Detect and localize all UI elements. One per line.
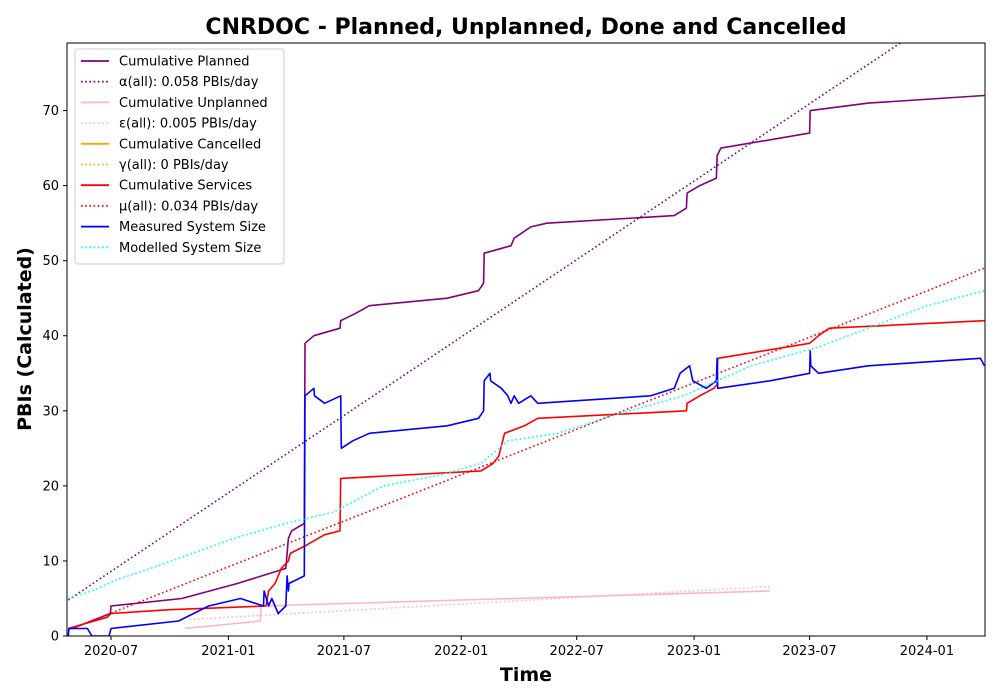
legend-item-measured-system-size: Measured System Size [81, 220, 266, 235]
x-tick-label: 2022-01 [434, 644, 488, 659]
legend-item-all-0-pbis-day: γ(all): 0 PBIs/day [81, 158, 229, 173]
y-tick-label: 0 [51, 630, 59, 645]
series-line-measured-system-size [67, 350, 985, 636]
legend-item-all-0-005-pbis-day: ε(all): 0.005 PBIs/day [81, 117, 257, 132]
legend-label: Modelled System Size [119, 241, 261, 256]
y-tick-label: 10 [42, 554, 59, 569]
legend-label: μ(all): 0.034 PBIs/day [119, 199, 258, 214]
legend-item-cumulative-cancelled: Cumulative Cancelled [81, 137, 261, 152]
x-tick-label: 2021-01 [201, 644, 255, 659]
legend-item-cumulative-planned: Cumulative Planned [81, 55, 249, 70]
y-tick-label: 50 [42, 254, 59, 269]
legend-item-modelled-system-size: Modelled System Size [81, 241, 261, 256]
plot-frame [66, 42, 986, 637]
series-line-cumulative-unplanned [184, 590, 771, 630]
legend-item-all-0-058-pbis-day: α(all): 0.058 PBIs/day [81, 75, 259, 90]
legend-label: Measured System Size [119, 220, 266, 235]
series-line-all-0-034-pbis-day [68, 267, 985, 631]
legend-item-cumulative-unplanned: Cumulative Unplanned [81, 96, 268, 111]
chart-title: CNRDOC - Planned, Unplanned, Done and Ca… [205, 15, 846, 40]
legend-label: α(all): 0.058 PBIs/day [119, 75, 259, 90]
legend-label: γ(all): 0 PBIs/day [119, 158, 229, 173]
x-axis: 2020-07 2021-01 2021-07 2022-01 2022-07 2023-… [84, 636, 954, 659]
y-tick-label: 60 [42, 179, 59, 194]
x-tick-label: 2024-01 [900, 644, 954, 659]
legend-box [74, 48, 285, 265]
y-tick-label: 20 [42, 479, 59, 494]
legend-label: Cumulative Cancelled [119, 137, 261, 152]
series-line-cumulative-services [68, 319, 985, 630]
x-tick-label: 2020-07 [84, 644, 138, 659]
y-tick-label: 30 [42, 404, 59, 419]
legend-label: Cumulative Unplanned [119, 96, 268, 111]
y-axis-label: PBIs (Calculated) [14, 247, 36, 431]
y-tick-label: 70 [42, 104, 59, 119]
series-line-all-0-005-pbis-day [189, 585, 771, 621]
y-axis: 0 10 20 30 40 50 60 70 [42, 104, 67, 645]
series-line-all-0-058-pbis-day [67, 43, 902, 601]
legend-label: Cumulative Planned [119, 55, 249, 70]
x-tick-label: 2021-07 [317, 644, 371, 659]
legend-item-cumulative-services: Cumulative Services [81, 179, 252, 194]
y-tick-label: 40 [42, 329, 59, 344]
series-line-cumulative-planned [71, 94, 985, 630]
x-tick-label: 2022-07 [550, 644, 604, 659]
x-tick-label: 2023-07 [782, 644, 836, 659]
x-axis-label: Time [500, 664, 552, 686]
series-line-modelled-system-size [68, 289, 985, 600]
x-tick-label: 2023-01 [667, 644, 721, 659]
legend-label: Cumulative Services [119, 179, 252, 194]
legend-label: ε(all): 0.005 PBIs/day [119, 117, 257, 132]
series-lines [67, 43, 985, 636]
legend-item-all-0-034-pbis-day: μ(all): 0.034 PBIs/day [81, 199, 258, 214]
plot-area [66, 42, 986, 637]
legend: Cumulative Planned α(all): 0.058 PBIs/day… [74, 48, 285, 265]
